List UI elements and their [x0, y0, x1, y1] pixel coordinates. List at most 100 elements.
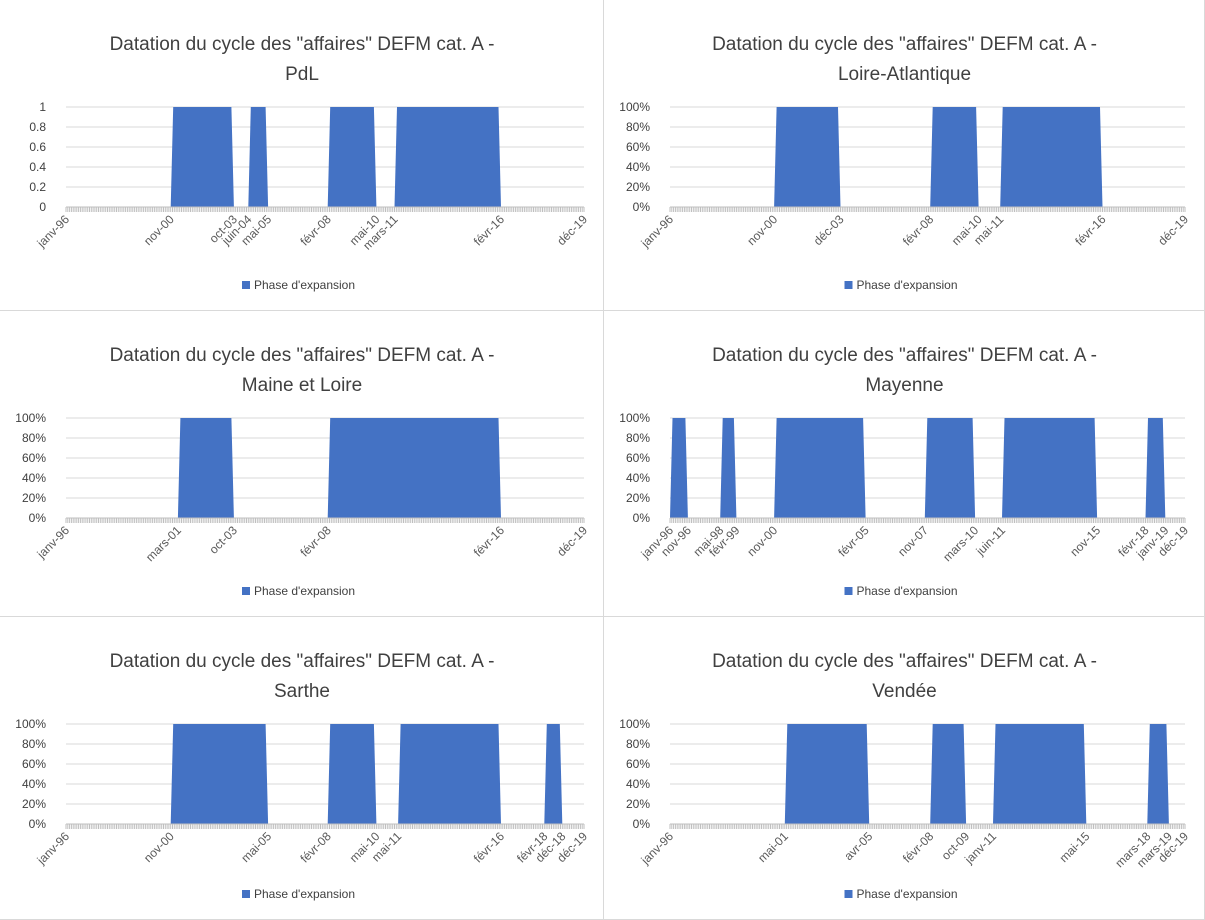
x-tick-label: déc-19 [554, 523, 590, 559]
x-tick-label: janv-96 [638, 212, 677, 251]
x-tick-label: févr-08 [298, 523, 335, 560]
x-tick-label: déc-19 [554, 212, 590, 248]
x-tick-label: mai-15 [1057, 829, 1093, 865]
legend-swatch [844, 587, 853, 595]
y-tick-label: 60% [626, 757, 650, 771]
y-tick-label: 0% [633, 511, 651, 525]
x-tick-label: janv-96 [34, 829, 73, 868]
expansion-area [784, 724, 870, 824]
chart-svg: Datation du cycle des "affaires" DEFM ca… [619, 34, 1191, 292]
y-tick-label: 20% [626, 180, 650, 194]
y-tick-label: 0 [39, 200, 46, 214]
x-tick-label: févr-08 [900, 212, 937, 249]
expansion-area [720, 418, 737, 518]
expansion-area [774, 418, 866, 518]
y-tick-label: 80% [626, 120, 650, 134]
x-tick-label: déc-03 [811, 212, 847, 248]
x-tick-label: nov-07 [895, 523, 931, 559]
legend: Phase d'expansion [844, 584, 958, 598]
legend-swatch [242, 281, 250, 289]
x-tick-label: janv-96 [34, 212, 73, 251]
chart-svg: Datation du cycle des "affaires" DEFM ca… [619, 651, 1191, 901]
chart-title: Sarthe [274, 681, 330, 702]
expansion-area [327, 724, 377, 824]
expansion-area [774, 107, 841, 207]
legend-swatch [844, 281, 853, 289]
y-tick-label: 80% [22, 737, 46, 751]
x-tick-label: mai-05 [238, 829, 274, 865]
y-tick-label: 0% [29, 511, 47, 525]
x-tick-label: févr-16 [471, 523, 508, 560]
y-tick-label: 0% [29, 817, 47, 831]
chart-title: Datation du cycle des "affaires" DEFM ca… [712, 345, 1097, 366]
chart-title: Vendée [872, 681, 936, 702]
y-tick-label: 60% [22, 451, 46, 465]
legend-label: Phase d'expansion [254, 278, 355, 292]
legend-label: Phase d'expansion [857, 887, 958, 901]
chart-title: Datation du cycle des "affaires" DEFM ca… [110, 345, 495, 366]
y-tick-label: 100% [15, 717, 46, 731]
y-tick-label: 60% [626, 140, 650, 154]
x-tick-label: mars-01 [143, 523, 184, 564]
expansion-area [327, 418, 501, 518]
expansion-area [924, 418, 976, 518]
y-tick-label: 100% [15, 411, 46, 425]
y-tick-label: 40% [626, 160, 650, 174]
x-tick-label: janv-96 [638, 829, 677, 868]
legend-swatch [844, 890, 853, 898]
y-tick-label: 0% [633, 817, 651, 831]
legend: Phase d'expansion [844, 887, 958, 901]
x-tick-label: févr-16 [471, 829, 508, 866]
chart-title: PdL [285, 64, 319, 85]
y-tick-label: 40% [626, 777, 650, 791]
chart-panel: Datation du cycle des "affaires" DEFM ca… [604, 617, 1205, 920]
legend: Phase d'expansion [242, 278, 355, 292]
legend-swatch [242, 890, 250, 898]
chart-title: Maine et Loire [242, 375, 362, 396]
y-tick-label: 20% [22, 491, 46, 505]
y-tick-label: 0.4 [29, 160, 46, 174]
legend-label: Phase d'expansion [254, 584, 355, 598]
expansion-area [544, 724, 563, 824]
chart-svg: Datation du cycle des "affaires" DEFM ca… [29, 34, 590, 292]
y-tick-label: 80% [626, 737, 650, 751]
y-tick-label: 20% [626, 491, 650, 505]
x-tick-label: févr-05 [835, 523, 872, 560]
chart-title: Mayenne [865, 375, 943, 396]
y-tick-label: 40% [22, 777, 46, 791]
expansion-area [1002, 418, 1098, 518]
chart-svg: Datation du cycle des "affaires" DEFM ca… [15, 345, 590, 598]
x-tick-label: nov-00 [141, 212, 177, 248]
chart-title: Datation du cycle des "affaires" DEFM ca… [712, 651, 1097, 672]
y-tick-label: 20% [22, 797, 46, 811]
chart-svg: Datation du cycle des "affaires" DEFM ca… [619, 345, 1191, 598]
y-tick-label: 1 [39, 100, 46, 114]
y-tick-label: 60% [22, 757, 46, 771]
y-tick-label: 0% [633, 200, 651, 214]
expansion-area [398, 724, 501, 824]
y-tick-label: 0.2 [29, 180, 46, 194]
expansion-area [930, 107, 979, 207]
chart-panel: Datation du cycle des "affaires" DEFM ca… [0, 617, 604, 920]
y-tick-label: 40% [626, 471, 650, 485]
expansion-area [248, 107, 269, 207]
x-tick-label: avr-05 [841, 829, 875, 863]
x-tick-label: mars-10 [940, 523, 981, 564]
y-tick-label: 0.8 [29, 120, 46, 134]
expansion-area [170, 724, 269, 824]
legend-label: Phase d'expansion [857, 278, 958, 292]
x-tick-label: janv-96 [34, 523, 73, 562]
expansion-area [394, 107, 501, 207]
chart-title: Datation du cycle des "affaires" DEFM ca… [110, 34, 495, 55]
y-tick-label: 100% [619, 100, 650, 114]
legend: Phase d'expansion [844, 278, 958, 292]
expansion-area [670, 418, 688, 518]
x-tick-label: oct-03 [207, 523, 241, 557]
expansion-area [930, 724, 967, 824]
x-tick-label: déc-19 [1155, 212, 1191, 248]
x-tick-label: févr-16 [471, 212, 508, 249]
x-tick-label: juin-11 [973, 523, 1009, 559]
y-tick-label: 80% [22, 431, 46, 445]
legend: Phase d'expansion [242, 584, 355, 598]
